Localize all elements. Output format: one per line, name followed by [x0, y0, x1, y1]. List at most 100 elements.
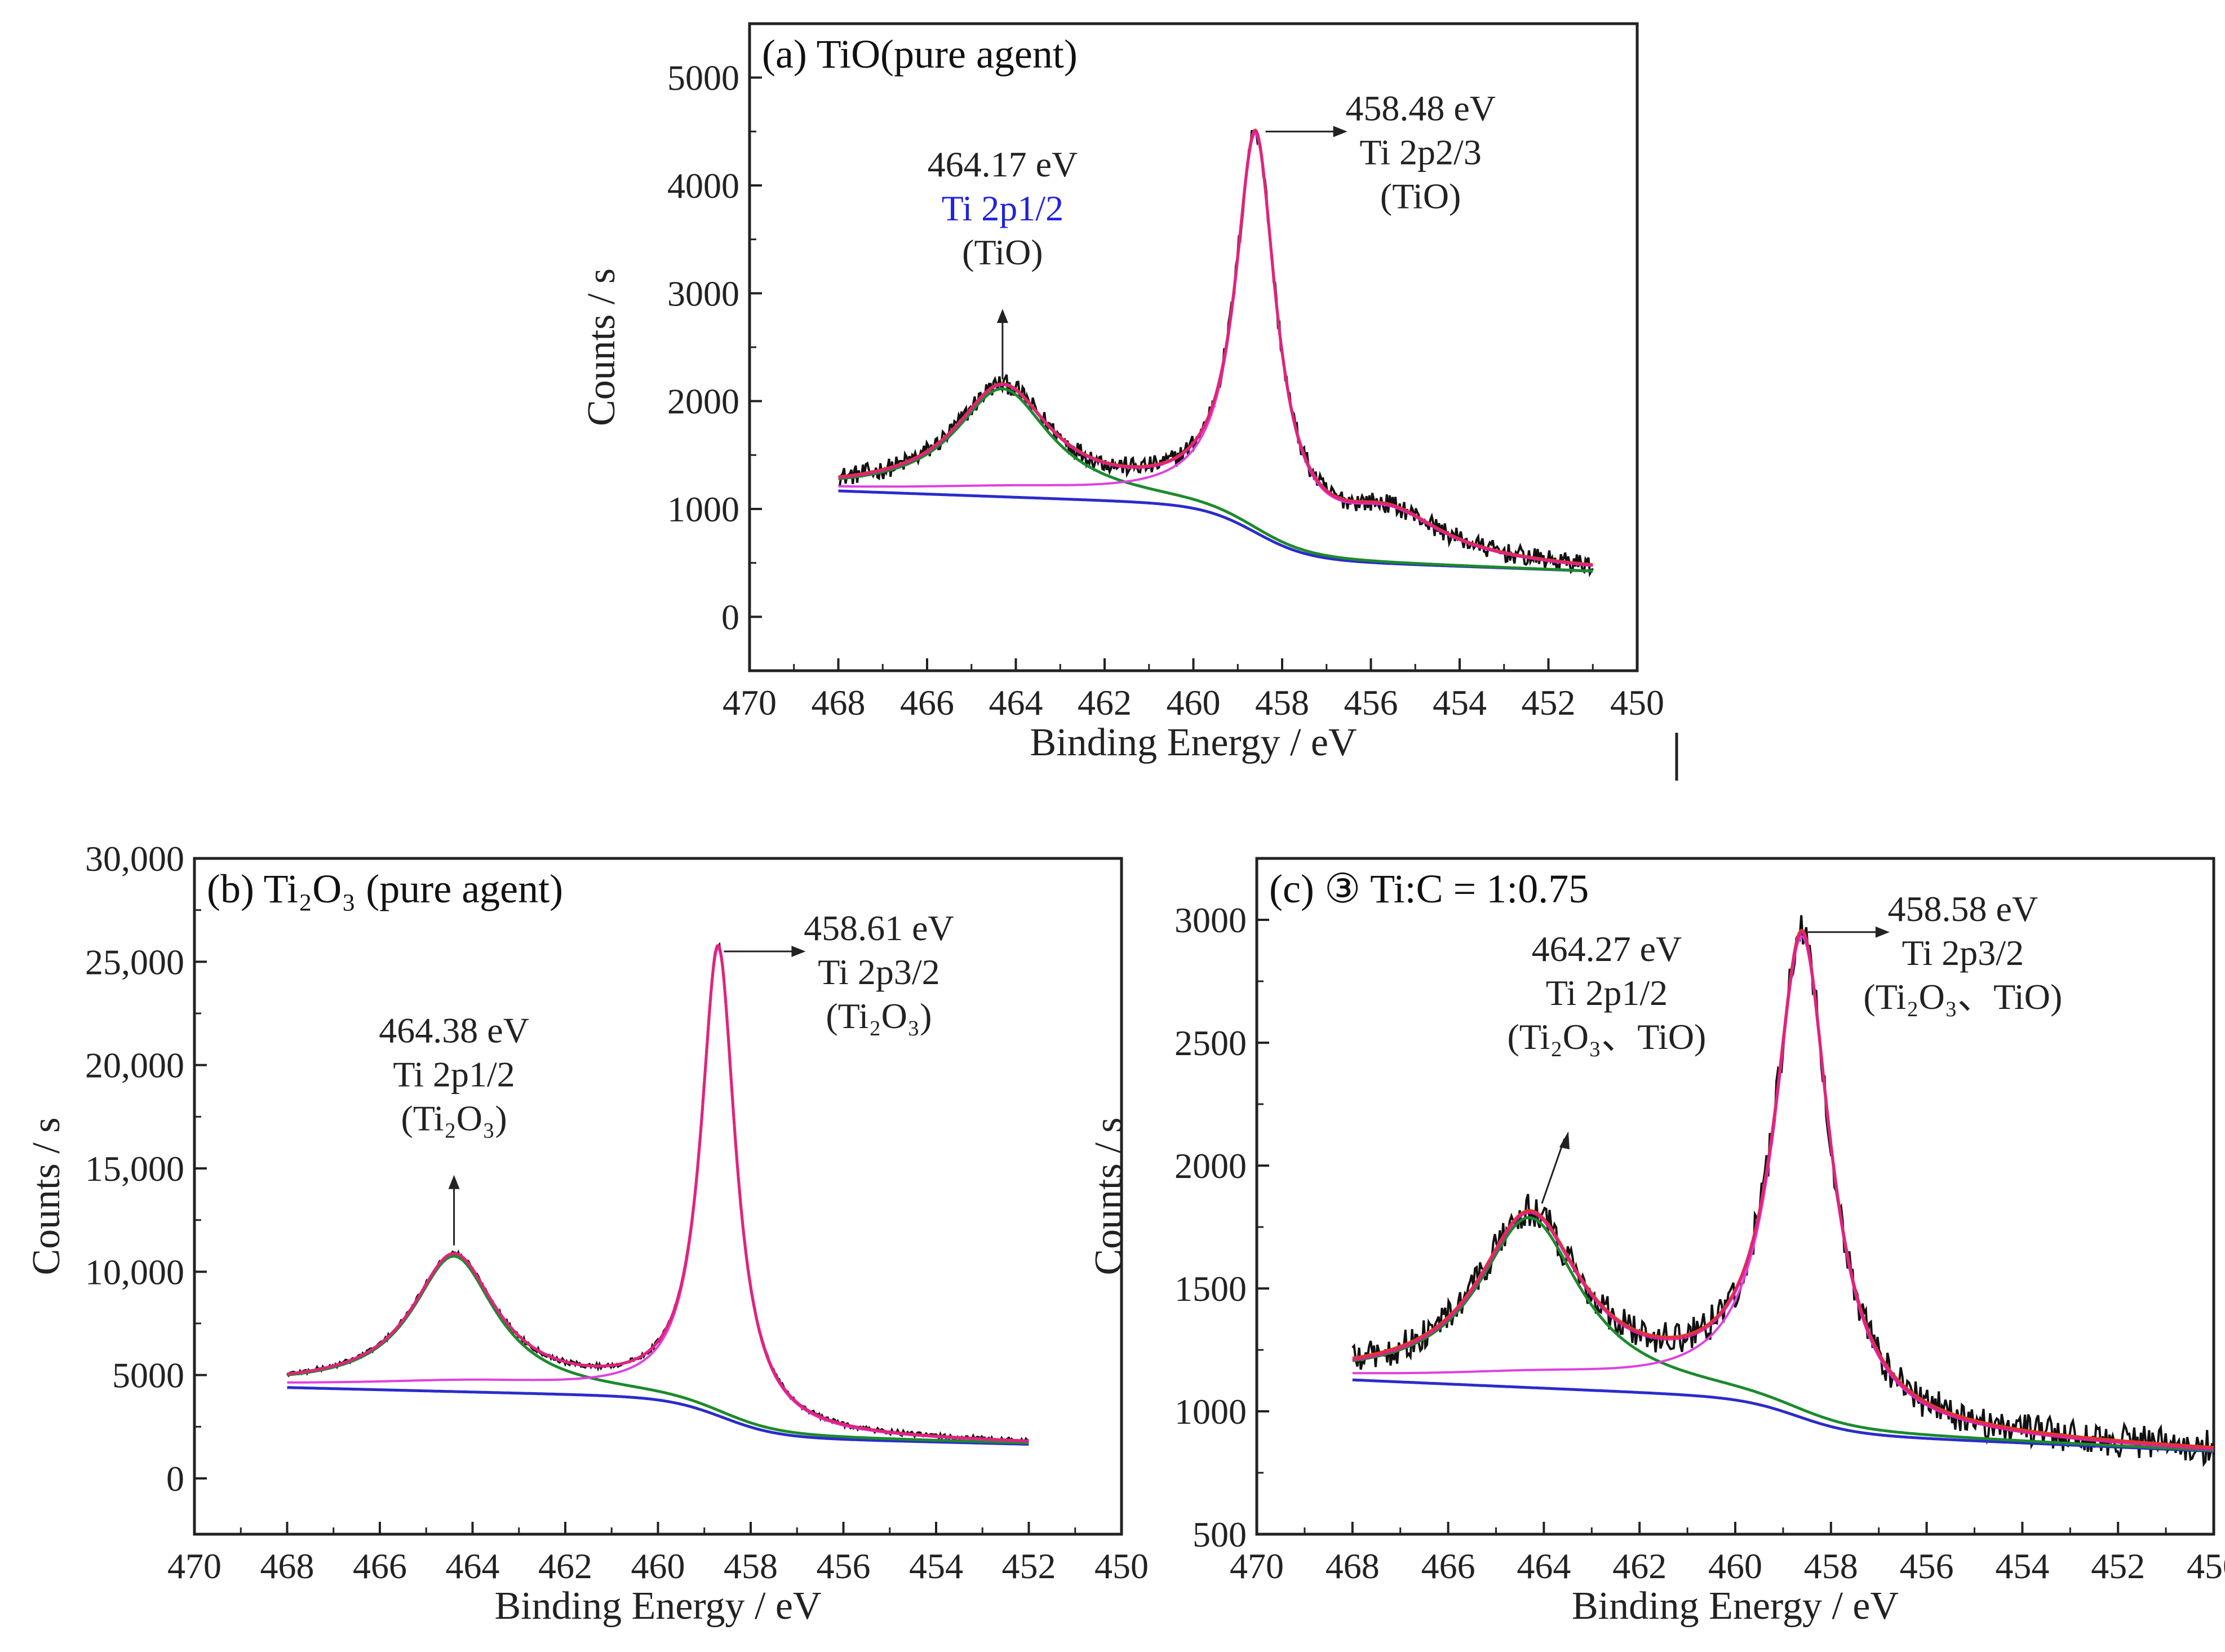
x-tick-label: 468 — [812, 683, 866, 723]
annotation-arrowhead — [448, 1175, 460, 1189]
panel-a: 470 468 466 464 462 460 458 456 454 452 450 0 1000 20… — [580, 22, 1664, 764]
annotation-arrowhead — [1333, 126, 1348, 138]
x-tick-label: 450 — [2187, 1546, 2225, 1586]
x-tick-label: 470 — [1230, 1546, 1284, 1586]
background-series — [287, 1386, 1029, 1446]
y-tick-label: 0 — [166, 1459, 184, 1499]
annotation-label: (TiO) — [1380, 176, 1461, 216]
y-tick-label: 5000 — [112, 1356, 184, 1396]
annotation-arrowhead — [791, 946, 806, 957]
y-tick-label: 4000 — [667, 166, 739, 206]
annotation-label: Ti 2p1/2 — [1546, 973, 1668, 1013]
x-tick-label: 466 — [1421, 1546, 1475, 1586]
y-tick-label: 0 — [721, 597, 739, 637]
annotation-label: Ti 2p3/2 — [1902, 933, 2024, 973]
x-tick-label: 452 — [1002, 1546, 1056, 1586]
y-tick-label: 10,000 — [85, 1252, 184, 1292]
y-tick-label: 2000 — [1174, 1146, 1247, 1186]
background-series — [1352, 1378, 2214, 1453]
y-tick-label: 30,000 — [85, 839, 184, 879]
y-axis-label: Counts / s — [580, 268, 623, 426]
annotation-label: Ti 2p3/2 — [818, 952, 939, 992]
x-tick-label: 452 — [2091, 1546, 2145, 1586]
x-tick-label: 460 — [1167, 683, 1221, 723]
y-tick-label: 3000 — [1174, 900, 1247, 940]
panel-c: 470 468 466 464 462 460 458 456 454 452 450 500 1000… — [1087, 857, 2225, 1628]
total-fit-series — [1352, 928, 2214, 1449]
annotation-label: Ti 2p1/2 — [942, 188, 1063, 228]
annotation-label: (Ti₂O₃) — [826, 996, 932, 1036]
y-tick-label: 1500 — [1174, 1269, 1247, 1309]
annotation-label: (Ti₂O₃、TiO) — [1507, 1017, 1706, 1057]
annotation-label: 458.48 eV — [1345, 88, 1496, 128]
annotation-label: Ti 2p1/2 — [393, 1055, 515, 1095]
x-tick-label: 456 — [1344, 683, 1398, 723]
x-tick-label: 460 — [1708, 1546, 1762, 1586]
x-tick-label: 468 — [260, 1546, 314, 1586]
x-tick-label: 464 — [1517, 1546, 1571, 1586]
y-tick-label: 3000 — [667, 273, 739, 313]
chart-title: (b) Ti₂O₃ (pure agent) — [207, 866, 563, 911]
annotation-label: 464.38 eV — [379, 1011, 529, 1051]
x-tick-label: 466 — [353, 1546, 407, 1586]
plot-frame — [748, 22, 1639, 672]
annotation-label: 464.27 eV — [1532, 929, 1682, 969]
x-tick-label: 454 — [1995, 1546, 2049, 1586]
x-tick-label: 452 — [1522, 683, 1576, 723]
x-tick-label: 464 — [989, 683, 1043, 723]
y-tick-label: 5000 — [667, 58, 739, 98]
raw-spectrum-series — [1351, 915, 2215, 1468]
chart-title: (a) TiO(pure agent) — [762, 32, 1078, 77]
x-tick-label: 470 — [167, 1546, 221, 1586]
ti-2p12-fit-series — [287, 1255, 1029, 1445]
y-tick-label: 25,000 — [85, 942, 184, 982]
annotation-arrow — [1541, 1138, 1566, 1204]
panel-b: 470 468 466 464 462 460 458 456 454 452 450 0 5000 10… — [25, 839, 1149, 1628]
x-tick-label: 454 — [909, 1546, 963, 1586]
x-axis-label: Binding Energy / eV — [494, 1584, 821, 1628]
x-tick-label: 450 — [1094, 1546, 1149, 1586]
plot-frame — [193, 857, 1123, 1536]
y-tick-label: 500 — [1193, 1514, 1247, 1554]
x-tick-label: 462 — [538, 1546, 592, 1586]
annotation-label: 458.58 eV — [1888, 889, 2038, 929]
y-tick-label: 20,000 — [85, 1046, 184, 1086]
annotation-label: (Ti₂O₃) — [401, 1099, 507, 1139]
x-axis-label: Binding Energy / eV — [1030, 721, 1357, 764]
x-tick-label: 456 — [817, 1546, 871, 1586]
envelope-series — [838, 129, 1593, 567]
x-tick-label: 458 — [1804, 1546, 1858, 1586]
background-series — [838, 489, 1593, 573]
y-axis-label: Counts / s — [1087, 1117, 1131, 1275]
x-tick-label: 458 — [1255, 683, 1309, 723]
x-tick-label: 466 — [900, 683, 954, 723]
ti-2p12-fit-series — [1352, 1216, 2214, 1452]
x-tick-label: 468 — [1326, 1546, 1380, 1586]
annotation-arrowhead — [996, 308, 1008, 323]
envelope-series — [287, 944, 1029, 1443]
chart-title: (c) ③ Ti:C = 1:0.75 — [1269, 866, 1589, 911]
annotation-arrowhead — [1559, 1131, 1570, 1150]
annotation-label: Ti 2p2/3 — [1359, 132, 1481, 172]
x-tick-label: 462 — [1078, 683, 1132, 723]
annotation-label: (TiO) — [962, 232, 1043, 272]
x-tick-label: 454 — [1433, 683, 1487, 723]
envelope-series — [1352, 931, 2214, 1451]
y-tick-label: 1000 — [667, 489, 739, 529]
x-tick-label: 458 — [724, 1546, 778, 1586]
annotation-label: 464.17 eV — [928, 144, 1078, 184]
x-tick-label: 456 — [1900, 1546, 1954, 1586]
x-tick-label: 470 — [723, 683, 777, 723]
annotation-label: (Ti₂O₃、TiO) — [1863, 977, 2062, 1017]
x-tick-label: 460 — [631, 1546, 685, 1586]
y-tick-label: 1000 — [1174, 1392, 1247, 1432]
x-tick-label: 462 — [1612, 1546, 1666, 1586]
y-tick-label: 2500 — [1174, 1023, 1247, 1063]
ti-2p32-fit-series — [1352, 934, 2214, 1450]
y-axis-label: Counts / s — [25, 1117, 68, 1275]
y-tick-label: 2000 — [667, 382, 739, 422]
x-tick-label: 464 — [446, 1546, 500, 1586]
y-tick-label: 15,000 — [85, 1149, 184, 1189]
x-axis-label: Binding Energy / eV — [1572, 1584, 1899, 1628]
